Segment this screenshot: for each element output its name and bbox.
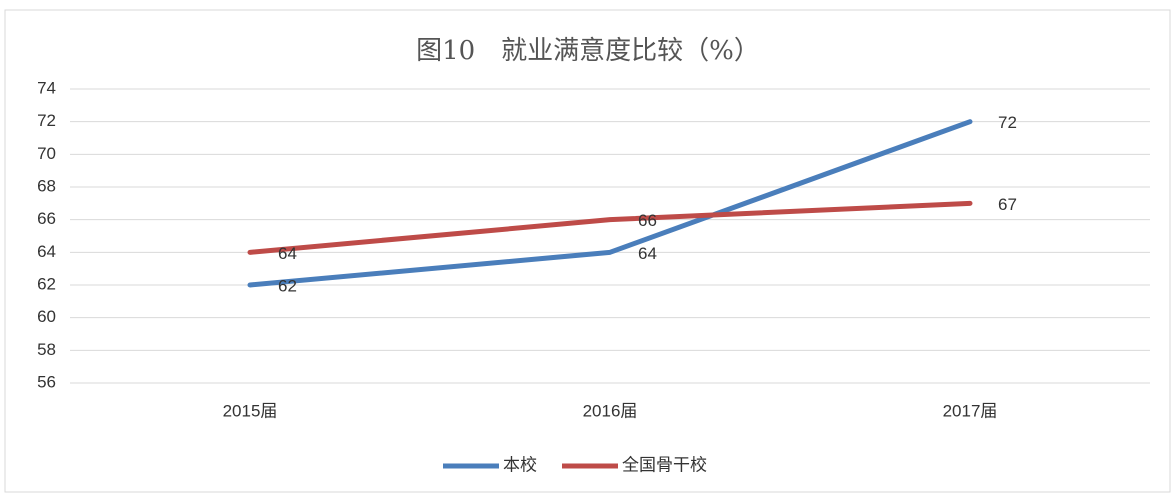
y-tick-label: 60 xyxy=(37,307,56,326)
legend-label: 本校 xyxy=(503,455,537,474)
y-tick-label: 72 xyxy=(37,111,56,130)
chart-title: 图10 就业满意度比较（%） xyxy=(416,36,760,66)
data-label: 66 xyxy=(638,211,657,230)
data-label: 67 xyxy=(998,195,1017,214)
data-label: 72 xyxy=(998,113,1017,132)
series-line xyxy=(247,119,973,288)
y-tick-label: 74 xyxy=(37,78,56,97)
y-tick-label: 56 xyxy=(37,372,56,391)
y-tick-label: 64 xyxy=(37,242,56,261)
y-tick-label: 66 xyxy=(37,209,56,228)
y-tick-label: 62 xyxy=(37,274,56,293)
series-line xyxy=(247,200,973,255)
y-tick-label: 70 xyxy=(37,144,56,163)
x-tick-label: 2015届 xyxy=(223,401,278,420)
x-tick-label: 2016届 xyxy=(583,401,638,420)
legend-label: 全国骨干校 xyxy=(622,455,707,474)
y-tick-label: 68 xyxy=(37,176,56,195)
data-label: 64 xyxy=(278,244,297,263)
data-label: 64 xyxy=(638,244,657,263)
x-tick-label: 2017届 xyxy=(943,401,998,420)
data-label: 62 xyxy=(278,276,297,295)
chart-border xyxy=(4,9,1171,493)
y-tick-label: 58 xyxy=(37,340,56,359)
